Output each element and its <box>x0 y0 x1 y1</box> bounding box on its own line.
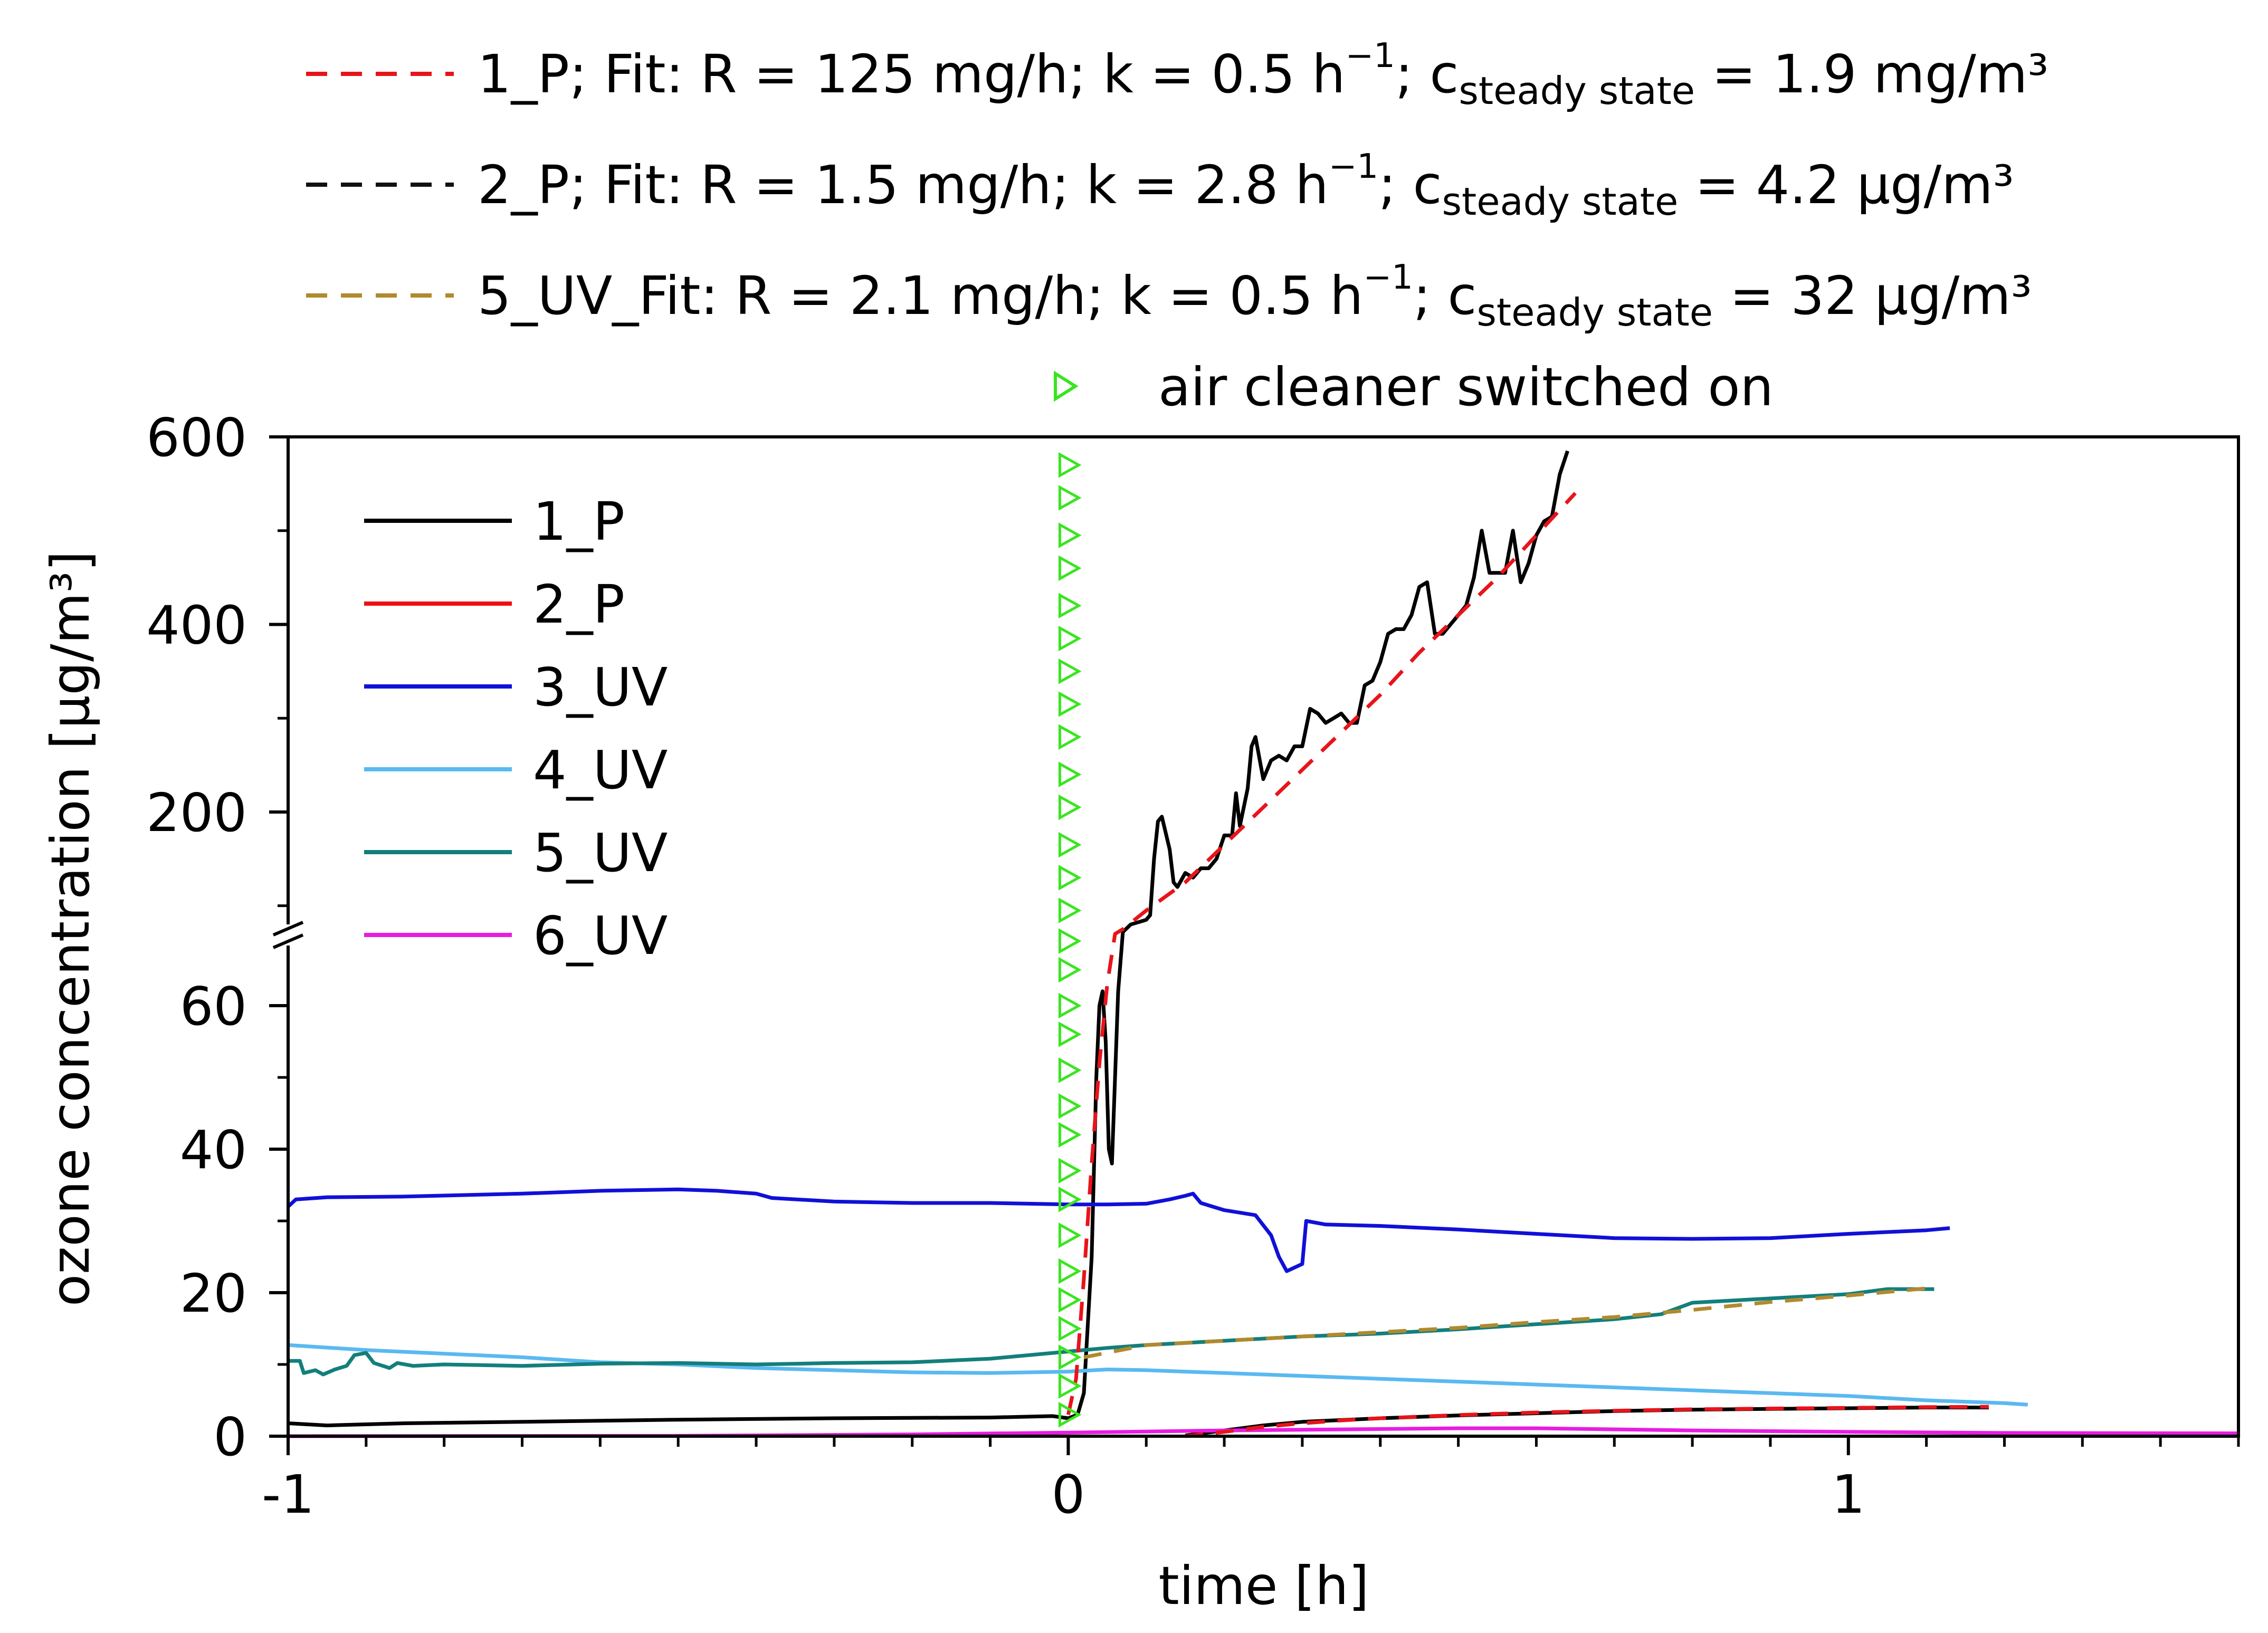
switch-on-marker <box>1058 957 1082 983</box>
x-axis-title: time [h] <box>1158 1555 1369 1617</box>
top-legend-entry-2: 2_P; Fit: R = 1.5 mg/h; k = 2.8 h−1; cst… <box>306 147 2014 224</box>
inner-legend-label-2-p: 2_P <box>533 574 625 635</box>
switch-on-marker <box>1058 865 1082 891</box>
switch-on-marker <box>1058 832 1082 858</box>
series-line-3-uv <box>287 1187 1950 1273</box>
series-line-5-uv <box>288 1287 1935 1377</box>
y-tick-label: 400 <box>146 594 247 656</box>
top-legend-text-1: 1_P; Fit: R = 125 mg/h; k = 0.5 h <box>478 43 1346 105</box>
series-layer <box>287 450 2239 1438</box>
top-legend-entry-1: 1_P; Fit: R = 125 mg/h; k = 0.5 h−1; cst… <box>306 36 2048 113</box>
top-legend-c-2: c <box>1413 154 1442 216</box>
inner-legend-label-6-uv: 6_UV <box>533 905 668 967</box>
y-axis-title: ozone concentration [µg/m³] <box>40 551 101 1306</box>
top-legend-sub-2: steady state <box>1442 179 1679 224</box>
switch-on-marker <box>1058 1122 1082 1148</box>
top-legend-sup-1: −1 <box>1346 36 1395 75</box>
y-tick-label: 40 <box>180 1119 247 1181</box>
switch-on-marker <box>1058 522 1082 548</box>
y-tick-label: 0 <box>213 1406 247 1468</box>
y-tick-label: 600 <box>146 407 247 469</box>
top-legend-sup-3: −1 <box>1364 258 1413 297</box>
switch-on-marker <box>1058 1186 1082 1212</box>
x-tick-label: 1 <box>1832 1464 1865 1525</box>
switch-on-marker <box>1058 1258 1082 1284</box>
switch-on-marker <box>1058 1344 1082 1370</box>
switch-on-marker <box>1058 1021 1082 1047</box>
switch-on-marker <box>1058 1287 1082 1313</box>
inner-legend: 1_P 2_P 3_UV 4_UV 5_UV 6_UV <box>364 491 668 967</box>
top-legend-value-2: = 4.2 µg/m³ <box>1678 154 2014 216</box>
top-legend-c-3: c <box>1447 265 1476 327</box>
switch-on-marker <box>1058 625 1082 652</box>
top-legend-sub-3: steady state <box>1476 290 1713 335</box>
switch-on-marker <box>1058 452 1082 478</box>
y-tick-label: 60 <box>180 976 247 1037</box>
inner-legend-label-4-uv: 4_UV <box>533 739 668 801</box>
fit-line-5-uv-fit <box>1083 1286 1927 1359</box>
switch-on-marker <box>1058 593 1082 619</box>
top-legend-sub-1: steady state <box>1459 69 1695 113</box>
switch-on-marker <box>1058 1158 1082 1184</box>
inner-legend-label-5-uv: 5_UV <box>533 822 668 884</box>
switch-on-markers <box>1058 452 1082 1428</box>
top-legend-value-3: = 32 µg/m³ <box>1713 265 2032 327</box>
top-legend-sup-2: −1 <box>1329 147 1378 186</box>
top-legend-entry-4: air cleaner switched on <box>1054 356 1774 418</box>
top-legend-entry-3: 5_UV_Fit: R = 2.1 mg/h; k = 0.5 h−1; cst… <box>306 258 2032 335</box>
top-legend-text-3: 5_UV_Fit: R = 2.1 mg/h; k = 0.5 h <box>478 265 1364 327</box>
switch-on-marker <box>1058 928 1082 954</box>
y-tick-label: 200 <box>146 782 247 844</box>
switch-on-marker <box>1058 485 1082 511</box>
switch-on-marker <box>1058 1222 1082 1248</box>
inner-legend-label-3-uv: 3_UV <box>533 656 668 718</box>
switch-on-marker <box>1058 1057 1082 1083</box>
switch-on-marker <box>1058 691 1082 717</box>
top-legend-text-2: 2_P; Fit: R = 1.5 mg/h; k = 2.8 h <box>478 154 1329 216</box>
y-tick-label: 20 <box>180 1263 247 1324</box>
switch-on-marker <box>1058 658 1082 684</box>
y-axis-break <box>272 921 306 949</box>
top-legend-text-4: air cleaner switched on <box>1158 356 1774 418</box>
x-tick-label: 0 <box>1052 1464 1085 1525</box>
switch-on-marker <box>1058 761 1082 788</box>
fit-line-2-p-fit <box>1185 1405 1989 1438</box>
x-tick-label: -1 <box>262 1464 315 1525</box>
switch-on-marker <box>1058 1373 1082 1399</box>
switch-on-marker <box>1058 794 1082 820</box>
top-legend-marker-4 <box>1054 370 1079 402</box>
switch-on-marker <box>1058 1401 1082 1428</box>
switch-on-marker <box>1058 724 1082 750</box>
switch-on-marker <box>1058 1315 1082 1342</box>
series-line-4-uv <box>288 1343 2028 1407</box>
top-legend: 1_P; Fit: R = 125 mg/h; k = 0.5 h−1; cst… <box>306 36 2048 418</box>
inner-legend-label-1-p: 1_P <box>533 491 625 552</box>
svg-text:2_P; Fit: R = 1.5 mg/h; k = 2.: 2_P; Fit: R = 1.5 mg/h; k = 2.8 h−1; cst… <box>478 147 2014 224</box>
top-legend-c-1: c <box>1430 43 1459 105</box>
series-line-1-p <box>288 450 1569 1428</box>
switch-on-marker <box>1058 897 1082 923</box>
switch-on-marker <box>1058 555 1082 581</box>
fit-line-1-p-fit <box>1066 492 1577 1415</box>
switch-on-marker <box>1058 1093 1082 1119</box>
top-legend-value-1: = 1.9 mg/m³ <box>1695 43 2048 105</box>
switch-on-marker <box>1058 992 1082 1019</box>
svg-text:1_P; Fit: R = 125 mg/h; k = 0.: 1_P; Fit: R = 125 mg/h; k = 0.5 h−1; cst… <box>478 36 2048 113</box>
svg-text:5_UV_Fit: R = 2.1 mg/h; k = 0.: 5_UV_Fit: R = 2.1 mg/h; k = 0.5 h−1; cst… <box>478 258 2032 335</box>
